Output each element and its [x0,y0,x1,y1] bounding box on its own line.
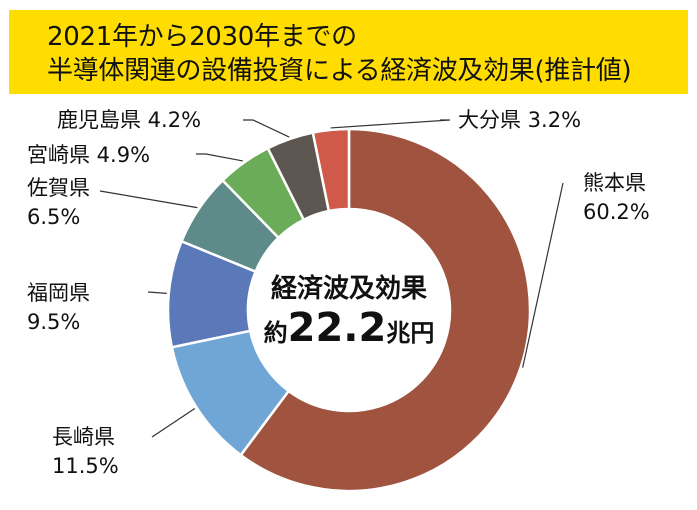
slice-name-3: 福岡県 [27,281,90,305]
title-line-2: 半導体関連の設備投資による経済波及効果(推計値) [47,56,632,86]
slice-7 [311,127,351,213]
slice-value-4: 6.5% [27,205,80,229]
leader-line-4 [99,190,198,209]
title-line-1: 2021年から2030年までの [47,22,357,52]
slice-label-6: 鹿児島県 4.2% [57,108,201,132]
leader-line-1 [522,182,564,368]
leader-line-6 [243,119,290,138]
slice-name-4: 佐賀県 [27,176,90,200]
center-prefix: 約 [264,319,288,347]
slice-value-3: 9.5% [27,310,80,334]
leader-lines-group [99,119,564,438]
title-banner: 2021年から2030年までの 半導体関連の設備投資による経済波及効果(推計値) [9,10,688,94]
center-label: 経済波及効果 [271,273,427,304]
leader-line-3 [147,291,167,294]
slice-1 [239,127,532,493]
leader-line-7 [330,119,451,129]
slice-label-5: 宮崎県 4.9% [27,143,150,167]
slice-value-2: 11.5% [52,454,119,478]
center-unit: 兆円 [386,319,434,347]
slice-name-1: 熊本県 [583,171,646,195]
slice-label-7: 大分県 3.2% [458,108,581,132]
slice-name-2: 長崎県 [52,425,115,449]
center-value: 22.2 [288,305,387,351]
center-value-line: 約22.2兆円 [264,305,435,351]
leader-line-2 [151,408,196,438]
labels-group: 熊本県 60.2% 長崎県 11.5% 福岡県 9.5% 佐賀県 6.5% 宮崎県 4.9% 鹿児… [27,108,650,478]
slice-value-1: 60.2% [583,200,650,224]
slices-group [166,127,532,493]
leader-line-5 [196,153,243,162]
